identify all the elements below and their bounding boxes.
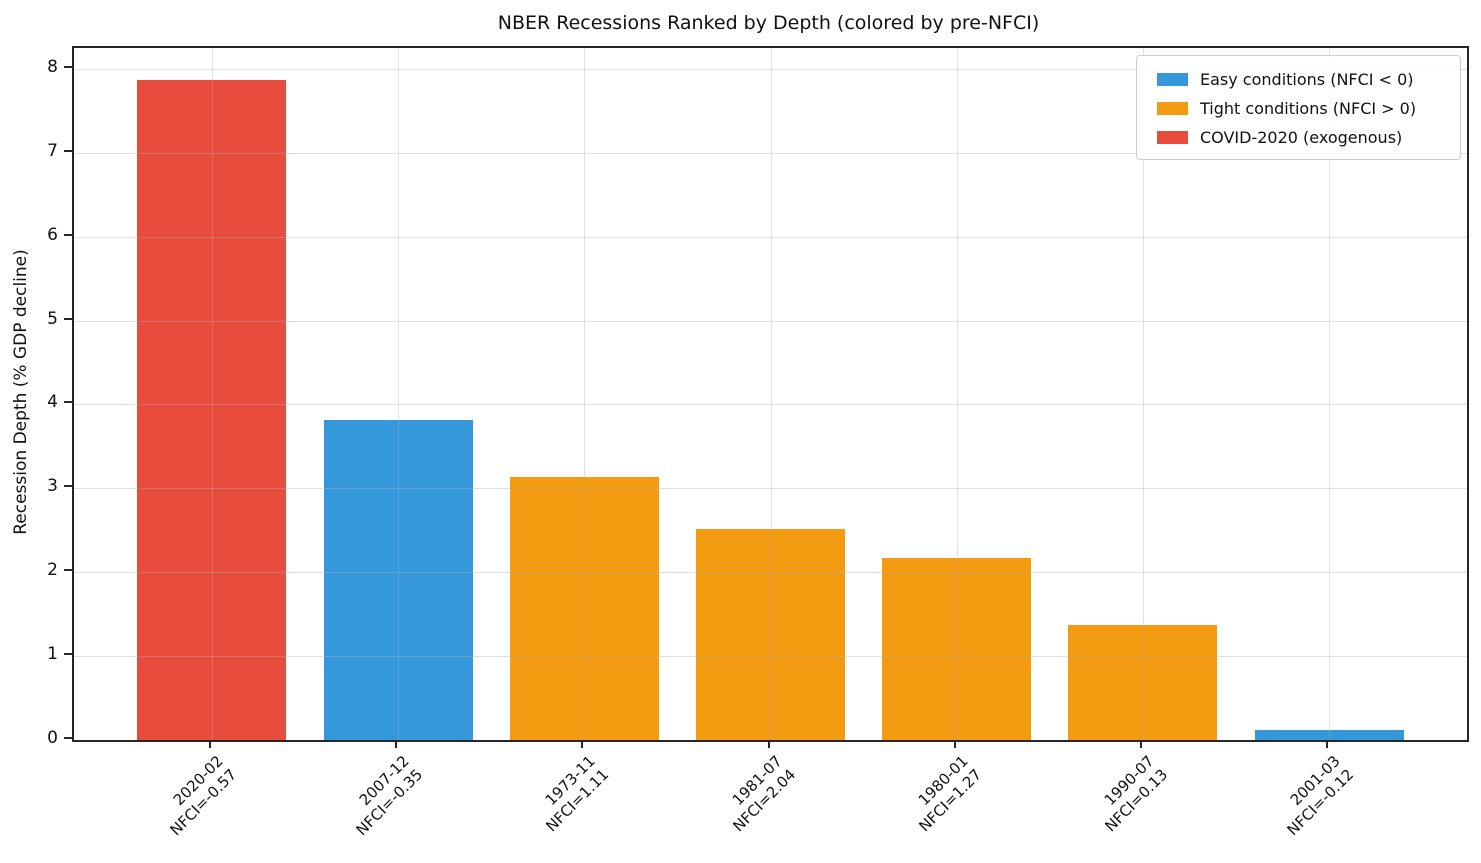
legend-swatch-easy xyxy=(1157,73,1188,86)
x-tick-label-2020-02: 2020-02 NFCI=-0.57 xyxy=(166,752,241,840)
x-tick-mark-1973-11 xyxy=(581,740,583,748)
gridline-x-1980-01 xyxy=(957,48,958,740)
gridline-y-1 xyxy=(74,656,1467,657)
legend-row-covid: COVID-2020 (exogenous) xyxy=(1147,123,1450,152)
gridline-x-2007-12 xyxy=(398,48,399,740)
x-tick-label-1973-11: 1973-11 NFCI=1.11 xyxy=(541,752,613,836)
x-tick-mark-2001-03 xyxy=(1326,740,1328,748)
y-tick-label-4: 4 xyxy=(47,392,58,412)
y-tick-label-5: 5 xyxy=(47,309,58,329)
x-tick-mark-2007-12 xyxy=(395,740,397,748)
y-tick-mark-5 xyxy=(64,318,72,320)
y-tick-label-7: 7 xyxy=(47,141,58,161)
bar-2020-02 xyxy=(137,80,286,740)
chart-title: NBER Recessions Ranked by Depth (colored… xyxy=(497,12,1040,34)
gridline-y-5 xyxy=(74,321,1467,322)
y-tick-mark-3 xyxy=(64,485,72,487)
gridline-y-3 xyxy=(74,488,1467,489)
gridline-x-1990-07 xyxy=(1143,48,1144,740)
x-tick-label-2007-12: 2007-12 NFCI=-0.35 xyxy=(352,752,427,840)
y-tick-mark-8 xyxy=(64,66,72,68)
x-tick-label-1981-07: 1981-07 NFCI=2.04 xyxy=(728,752,800,836)
x-tick-mark-1980-01 xyxy=(954,740,956,748)
bar-1990-07 xyxy=(1068,625,1217,740)
x-tick-mark-2020-02 xyxy=(209,740,211,748)
gridline-x-2001-03 xyxy=(1329,48,1330,740)
legend-label-easy: Easy conditions (NFCI < 0) xyxy=(1200,70,1414,89)
bar-1973-11 xyxy=(510,477,659,740)
legend-label-covid: COVID-2020 (exogenous) xyxy=(1200,128,1403,147)
gridline-x-2020-02 xyxy=(212,48,213,740)
y-tick-mark-0 xyxy=(64,737,72,739)
y-tick-mark-2 xyxy=(64,569,72,571)
legend-row-tight: Tight conditions (NFCI > 0) xyxy=(1147,94,1450,123)
gridline-y-6 xyxy=(74,237,1467,238)
x-tick-label-1990-07: 1990-07 NFCI=0.13 xyxy=(1100,752,1172,836)
y-tick-mark-4 xyxy=(64,401,72,403)
bar-2001-03 xyxy=(1255,730,1404,740)
legend-swatch-tight xyxy=(1157,102,1188,115)
y-tick-label-3: 3 xyxy=(47,476,58,496)
gridline-y-2 xyxy=(74,572,1467,573)
legend-label-tight: Tight conditions (NFCI > 0) xyxy=(1200,99,1417,118)
x-tick-mark-1990-07 xyxy=(1140,740,1142,748)
legend-row-easy: Easy conditions (NFCI < 0) xyxy=(1147,65,1450,94)
y-tick-mark-1 xyxy=(64,653,72,655)
gridline-x-1973-11 xyxy=(584,48,585,740)
x-tick-mark-1981-07 xyxy=(768,740,770,748)
legend-swatch-covid xyxy=(1157,131,1188,144)
plot-area xyxy=(72,46,1469,742)
gridline-y-7 xyxy=(74,153,1467,154)
y-tick-label-0: 0 xyxy=(47,728,58,748)
y-tick-label-1: 1 xyxy=(47,644,58,664)
x-tick-label-1980-01: 1980-01 NFCI=1.27 xyxy=(914,752,986,836)
bar-1981-07 xyxy=(696,529,845,740)
y-tick-label-2: 2 xyxy=(47,560,58,580)
gridline-x-1981-07 xyxy=(771,48,772,740)
y-tick-label-6: 6 xyxy=(47,225,58,245)
y-tick-label-8: 8 xyxy=(47,57,58,77)
gridline-y-8 xyxy=(74,69,1467,70)
bar-2007-12 xyxy=(324,420,473,740)
gridline-y-4 xyxy=(74,404,1467,405)
x-tick-label-2001-03: 2001-03 NFCI=-0.12 xyxy=(1283,752,1358,840)
y-tick-mark-7 xyxy=(64,150,72,152)
y-tick-mark-6 xyxy=(64,234,72,236)
legend: Easy conditions (NFCI < 0) Tight conditio… xyxy=(1136,55,1461,160)
bar-1980-01 xyxy=(882,558,1031,740)
